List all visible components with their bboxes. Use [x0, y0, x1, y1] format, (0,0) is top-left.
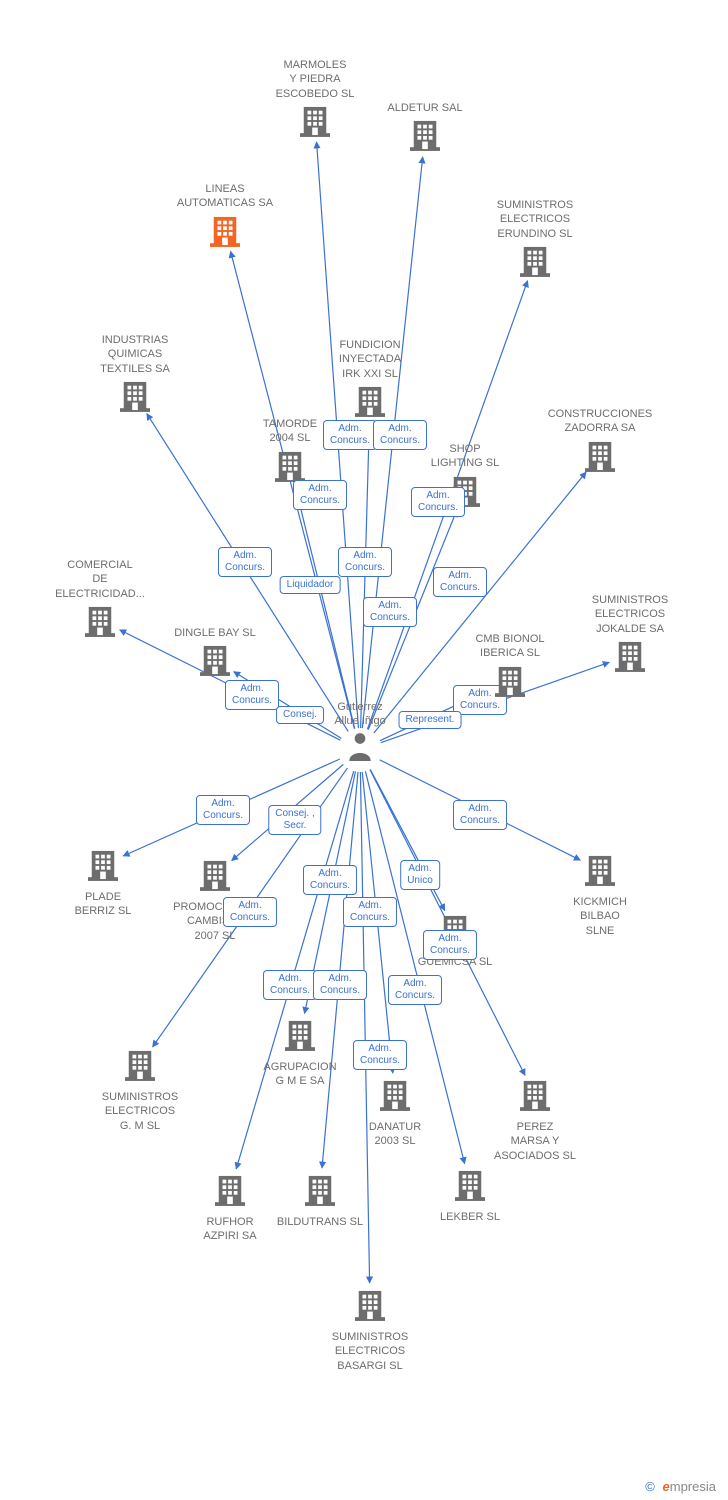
- company-node[interactable]: CMB BIONOL IBERICA SL: [455, 632, 565, 702]
- company-label: ALDETUR SAL: [370, 101, 480, 115]
- company-label: LINEAS AUTOMATICAS SA: [170, 182, 280, 211]
- company-label: DANATUR 2003 SL: [340, 1120, 450, 1149]
- company-label: SUMINISTROS ELECTRICOS BASARGI SL: [315, 1330, 425, 1373]
- building-icon: [410, 119, 440, 151]
- company-label: CMB BIONOL IBERICA SL: [455, 632, 565, 661]
- edge-role-label: Adm. Concurs.: [313, 970, 367, 1000]
- edge-role-label: Adm. Concurs.: [196, 795, 250, 825]
- company-node[interactable]: LINEAS AUTOMATICAS SA: [170, 182, 280, 252]
- building-icon: [495, 665, 525, 697]
- edge-role-label: Adm. Concurs.: [453, 800, 507, 830]
- company-node[interactable]: PEREZ MARSA Y ASOCIADOS SL: [480, 1079, 590, 1163]
- company-label: PEREZ MARSA Y ASOCIADOS SL: [480, 1120, 590, 1163]
- company-node[interactable]: LEKBER SL: [415, 1169, 525, 1224]
- company-label: SUMINISTROS ELECTRICOS ERUNDINO SL: [480, 198, 590, 241]
- company-label: LEKBER SL: [415, 1210, 525, 1224]
- building-icon: [120, 380, 150, 412]
- copyright-symbol: ©: [645, 1479, 655, 1494]
- edge-role-label: Liquidador: [280, 576, 341, 594]
- company-label: CONSTRUCCIONES ZADORRA SA: [545, 407, 655, 436]
- company-label: SHOP LIGHTING SL: [410, 442, 520, 471]
- company-node[interactable]: FUNDICION INYECTADA IRK XXI SL: [315, 338, 425, 422]
- edge-role-label: Represent.: [399, 711, 462, 729]
- company-node[interactable]: BILDUTRANS SL: [265, 1174, 375, 1229]
- edge-role-label: Adm. Concurs.: [353, 1040, 407, 1070]
- edge-role-label: Adm. Concurs.: [303, 865, 357, 895]
- company-node[interactable]: AGRUPACION G M E SA: [245, 1019, 355, 1089]
- edge-role-label: Adm. Unico: [400, 860, 440, 890]
- company-label: KICKMICH BILBAO SLNE: [545, 895, 655, 938]
- building-icon: [355, 385, 385, 417]
- company-node[interactable]: SUMINISTROS ELECTRICOS ERUNDINO SL: [480, 198, 590, 282]
- brand-initial: e: [663, 1479, 670, 1494]
- building-icon: [380, 1079, 410, 1111]
- brand-rest: mpresia: [670, 1479, 716, 1494]
- building-icon: [275, 450, 305, 482]
- building-icon: [520, 1079, 550, 1111]
- company-label: PLADE BERRIZ SL: [48, 890, 158, 919]
- building-icon: [585, 440, 615, 472]
- building-icon: [585, 854, 615, 886]
- company-node[interactable]: DANATUR 2003 SL: [340, 1079, 450, 1149]
- edge-role-label: Adm. Concurs.: [263, 970, 317, 1000]
- edge-role-label: Adm. Concurs.: [363, 597, 417, 627]
- company-label: FUNDICION INYECTADA IRK XXI SL: [315, 338, 425, 381]
- company-node[interactable]: SUMINISTROS ELECTRICOS JOKALDE SA: [575, 593, 685, 677]
- building-icon: [210, 215, 240, 247]
- company-label: TAMORDE 2004 SL: [235, 417, 345, 446]
- company-node[interactable]: DINGLE BAY SL: [160, 626, 270, 681]
- company-node[interactable]: CONSTRUCCIONES ZADORRA SA: [545, 407, 655, 477]
- building-icon: [125, 1049, 155, 1081]
- company-label: DINGLE BAY SL: [160, 626, 270, 640]
- company-node[interactable]: ALDETUR SAL: [370, 101, 480, 156]
- building-icon: [88, 849, 118, 881]
- edge-role-label: Adm. Concurs.: [411, 487, 465, 517]
- edge-role-label: Adm. Concurs.: [223, 897, 277, 927]
- company-node[interactable]: KICKMICH BILBAO SLNE: [545, 854, 655, 938]
- building-icon: [615, 640, 645, 672]
- company-label: COMERCIAL DE ELECTRICIDAD...: [45, 558, 155, 601]
- company-node[interactable]: SUMINISTROS ELECTRICOS G. M SL: [85, 1049, 195, 1133]
- edge-role-label: Adm. Concurs.: [388, 975, 442, 1005]
- company-label: SUMINISTROS ELECTRICOS G. M SL: [85, 1090, 195, 1133]
- company-label: MARMOLES Y PIEDRA ESCOBEDO SL: [260, 58, 370, 101]
- edge-role-label: Adm. Concurs.: [293, 480, 347, 510]
- building-icon: [85, 605, 115, 637]
- company-label: BILDUTRANS SL: [265, 1215, 375, 1229]
- edge-role-label: Adm. Concurs.: [423, 930, 477, 960]
- company-node[interactable]: MARMOLES Y PIEDRA ESCOBEDO SL: [260, 58, 370, 142]
- building-icon: [305, 1174, 335, 1206]
- company-node[interactable]: SUMINISTROS ELECTRICOS BASARGI SL: [315, 1289, 425, 1373]
- edge-role-label: Adm. Concurs.: [433, 567, 487, 597]
- edge-role-label: Consej.: [276, 706, 324, 724]
- company-node[interactable]: INDUSTRIAS QUIMICAS TEXTILES SA: [80, 333, 190, 417]
- building-icon: [200, 859, 230, 891]
- building-icon: [215, 1174, 245, 1206]
- building-icon: [300, 105, 330, 137]
- person-icon: [347, 731, 373, 766]
- company-node[interactable]: TAMORDE 2004 SL: [235, 417, 345, 487]
- edge-role-label: Adm. Concurs.: [225, 680, 279, 710]
- building-icon: [520, 245, 550, 277]
- edge-role-label: Consej. , Secr.: [268, 805, 321, 835]
- company-label: SUMINISTROS ELECTRICOS JOKALDE SA: [575, 593, 685, 636]
- building-icon: [200, 644, 230, 676]
- building-icon: [285, 1019, 315, 1051]
- edge-role-label: Adm. Concurs.: [343, 897, 397, 927]
- company-node[interactable]: COMERCIAL DE ELECTRICIDAD...: [45, 558, 155, 642]
- building-icon: [455, 1169, 485, 1201]
- footer-brand: © empresia: [645, 1479, 716, 1494]
- company-node[interactable]: PLADE BERRIZ SL: [48, 849, 158, 919]
- company-label: AGRUPACION G M E SA: [245, 1060, 355, 1089]
- edge-role-label: Adm. Concurs.: [338, 547, 392, 577]
- company-label: INDUSTRIAS QUIMICAS TEXTILES SA: [80, 333, 190, 376]
- building-icon: [355, 1289, 385, 1321]
- edge-role-label: Adm. Concurs.: [218, 547, 272, 577]
